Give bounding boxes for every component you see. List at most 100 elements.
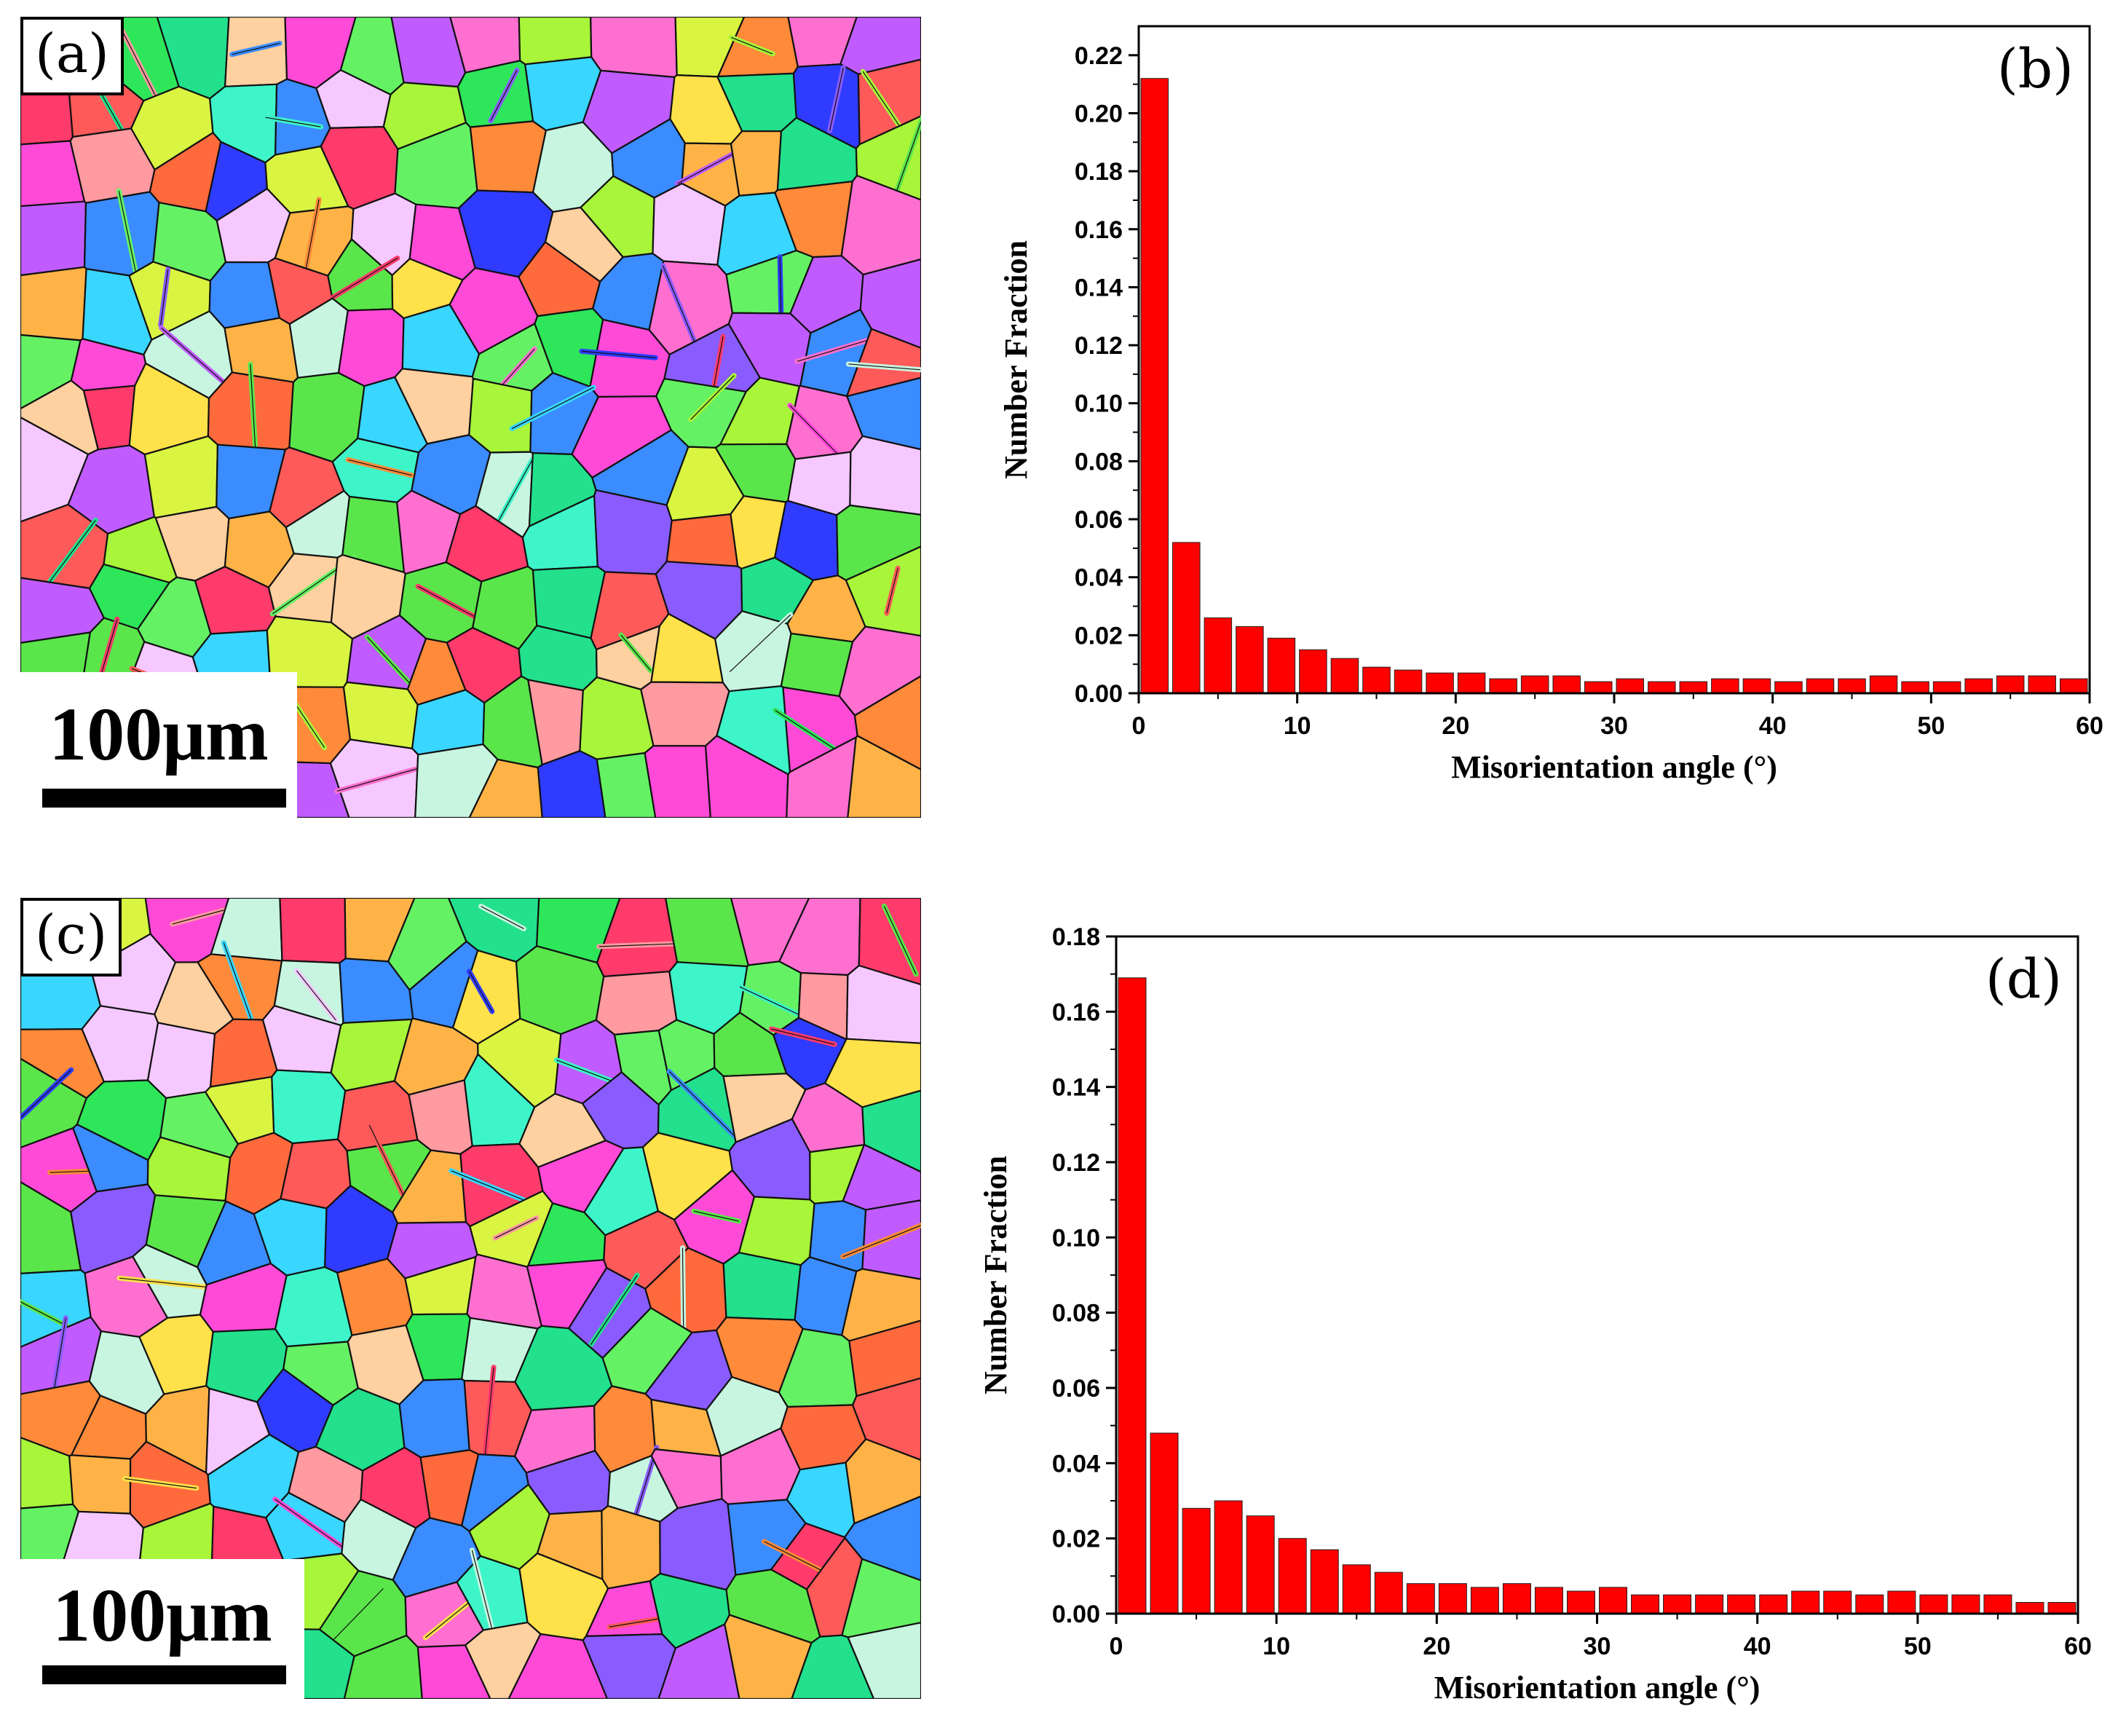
panel-label-d: (d) (1985, 948, 2062, 1011)
twin-boundary-a-149 (620, 634, 652, 671)
bar-b-2 (1204, 617, 1233, 694)
histogram-d: 0.00 0.02 0.04 0.06 0.08 0.10 0.12 0.14 0.16 0.18… (961, 888, 2110, 1732)
twin-boundary-a-66 (662, 265, 696, 344)
twin-boundary-a-72 (161, 328, 225, 384)
twin-boundary-a-1 (116, 20, 162, 108)
plot-frame-b (1137, 25, 2091, 695)
twin-boundary-c-21 (468, 971, 493, 1012)
twin-boundary-a-18 (265, 117, 321, 127)
grain-a-178 (644, 745, 712, 818)
x-axis-title-b: Misorientation angle (°) (1451, 749, 1777, 785)
bar-b-20 (1774, 681, 1803, 694)
scale-bar-box-a: 100μm (20, 672, 297, 818)
bar-d-8 (1374, 1571, 1403, 1614)
grain-c-27 (845, 964, 921, 1044)
twin-boundary-a-77 (501, 348, 535, 386)
grain-a-8 (518, 17, 593, 66)
grain-c-95 (722, 1252, 802, 1321)
twin-boundary-c-98 (52, 1317, 66, 1395)
panel-label-c: (c) (20, 898, 122, 976)
y-tick-label-d-0: 0.00 (1052, 1601, 1100, 1628)
grain-a-91 (468, 378, 533, 454)
y-tick-label-b-7: 0.14 (1075, 274, 1123, 301)
twin-boundary-a-132 (417, 585, 480, 620)
y-tick-label-b-8: 0.16 (1075, 216, 1123, 244)
bar-b-14 (1584, 681, 1613, 694)
twin-boundary-a-26 (829, 67, 844, 131)
bar-d-27 (1983, 1594, 2012, 1614)
twin-boundary-c-119 (483, 1367, 494, 1463)
grain-a-9 (590, 17, 678, 79)
twin-boundary-c-7 (481, 906, 524, 929)
panel-label-a: (a) (20, 17, 124, 95)
bar-b-24 (1901, 681, 1929, 694)
grain-a-111 (849, 435, 921, 516)
x-axis-title-d: Misorientation angle (°) (1434, 1670, 1761, 1705)
bar-d-21 (1791, 1590, 1820, 1614)
bar-d-0 (1118, 977, 1147, 1614)
twin-boundary-c-86 (119, 1277, 215, 1289)
twin-boundary-c-40 (771, 1028, 835, 1045)
bar-b-5 (1299, 649, 1327, 694)
bar-b-7 (1362, 666, 1391, 694)
x-tick-label-b-6: 60 (2076, 712, 2103, 740)
twin-boundary-a-67 (779, 256, 782, 320)
grain-c-46 (271, 1069, 347, 1145)
bar-b-12 (1520, 675, 1549, 694)
grain-c-125 (851, 1377, 921, 1461)
bar-d-15 (1599, 1587, 1628, 1614)
grain-map-c (20, 898, 921, 1699)
twin-boundary-a-83 (848, 363, 921, 371)
twin-boundary-a-139 (886, 568, 898, 614)
grain-a-39 (730, 130, 783, 197)
ebsd-map-a: (a) 100μm (20, 17, 921, 818)
grain-c-139 (845, 1438, 921, 1525)
bar-d-6 (1310, 1549, 1339, 1614)
bar-b-26 (1964, 678, 1993, 694)
twin-boundary-a-87 (250, 364, 256, 455)
twin-boundary-c-128 (125, 1477, 197, 1489)
bar-b-0 (1140, 78, 1169, 694)
twin-boundary-a-173 (336, 768, 420, 792)
bar-d-11 (1470, 1587, 1499, 1614)
bar-b-25 (1932, 681, 1961, 694)
y-tick-label-b-10: 0.20 (1075, 100, 1123, 127)
y-tick-label-b-4: 0.08 (1075, 448, 1123, 476)
grain-c-181 (847, 1622, 921, 1699)
bar-b-15 (1616, 678, 1645, 694)
bar-b-13 (1552, 675, 1581, 694)
y-tick-label-d-9: 0.18 (1052, 923, 1100, 951)
x-tick-label-d-0: 0 (1110, 1633, 1123, 1660)
bar-b-16 (1648, 681, 1676, 694)
bar-d-12 (1502, 1583, 1531, 1614)
twin-boundary-a-61 (332, 257, 398, 299)
bar-d-28 (2015, 1602, 2044, 1614)
x-tick-label-d-2: 20 (1423, 1633, 1450, 1660)
bar-b-27 (1996, 675, 2025, 694)
y-tick-label-d-3: 0.06 (1052, 1375, 1100, 1402)
bar-d-5 (1278, 1538, 1307, 1614)
bar-b-8 (1394, 669, 1423, 694)
grain-a-42 (20, 200, 87, 277)
bar-b-22 (1838, 678, 1866, 694)
y-tick-label-d-6: 0.12 (1052, 1149, 1100, 1177)
twin-boundary-a-92 (511, 387, 594, 430)
bar-d-9 (1406, 1583, 1435, 1614)
grain-a-56 (20, 266, 87, 342)
twin-boundary-a-43 (118, 191, 138, 278)
bar-d-20 (1759, 1594, 1788, 1614)
twin-boundary-a-11 (731, 36, 773, 55)
y-tick-label-b-1: 0.02 (1075, 622, 1123, 650)
x-tick-label-d-4: 40 (1744, 1633, 1771, 1660)
bar-b-21 (1806, 678, 1835, 694)
bar-d-19 (1727, 1594, 1756, 1614)
bar-b-3 (1236, 626, 1264, 694)
bar-b-1 (1172, 542, 1201, 694)
twin-boundary-c-94 (681, 1247, 684, 1333)
twin-boundary-a-151 (729, 614, 791, 673)
twin-boundary-c-93 (590, 1274, 638, 1346)
x-tick-label-b-1: 10 (1284, 712, 1311, 740)
y-tick-label-b-9: 0.18 (1075, 158, 1123, 186)
y-tick-label-d-4: 0.08 (1052, 1300, 1100, 1327)
y-tick-label-b-11: 0.22 (1075, 42, 1123, 70)
